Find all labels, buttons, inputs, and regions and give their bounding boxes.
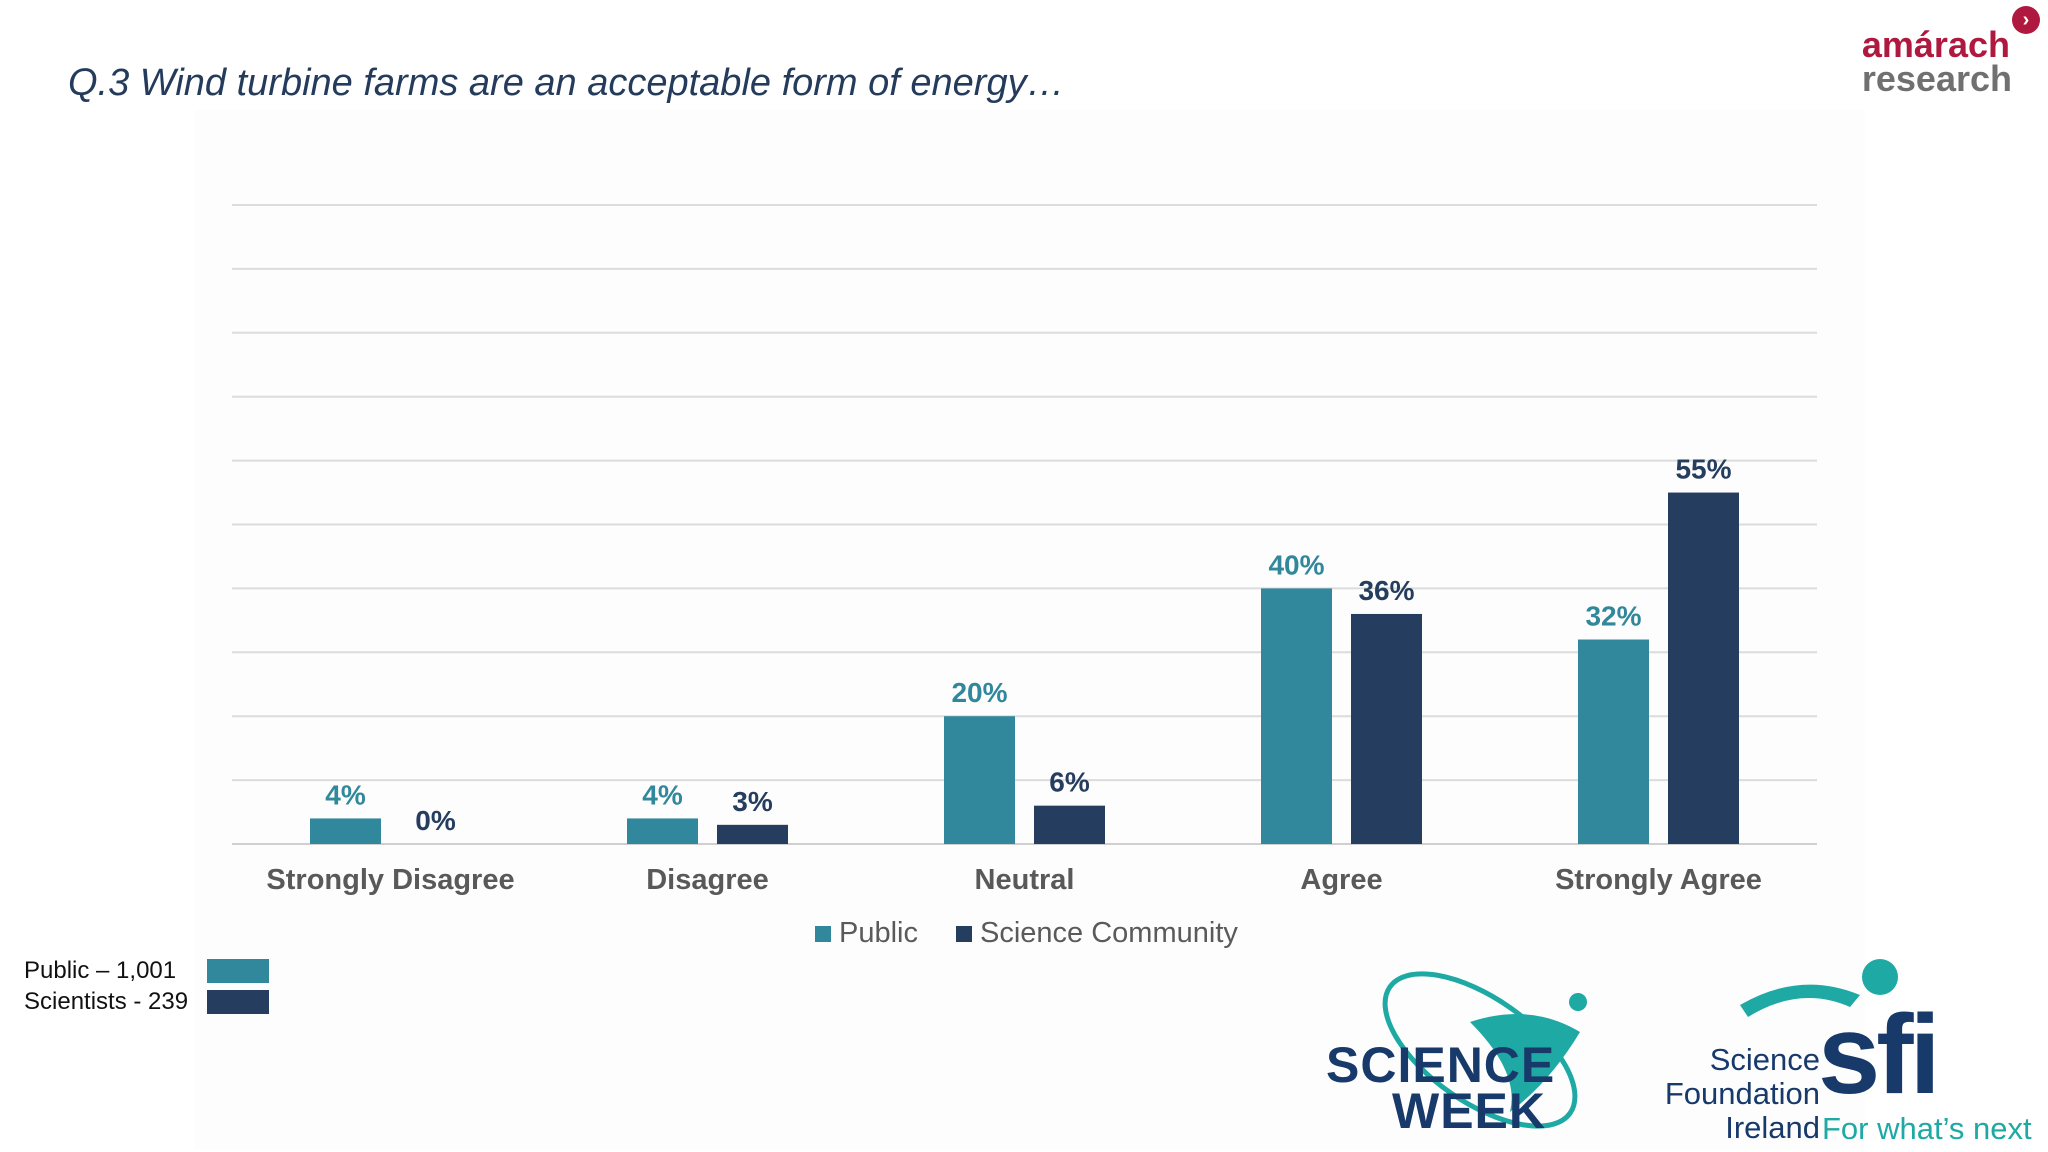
sfi-wordmark: Science Foundation Ireland — [1665, 1043, 1820, 1145]
sample-base-key: Public – 1,001 Scientists - 239 — [24, 955, 269, 1017]
science-week-logo: SCIENCE WEEK — [1326, 1040, 1555, 1139]
category-label: Neutral — [975, 864, 1075, 896]
bar-public — [310, 818, 381, 844]
legend-label-science: Science Community — [980, 917, 1238, 949]
data-label-public: 40% — [1268, 549, 1324, 580]
data-label-science: 55% — [1675, 454, 1731, 485]
amarach-logo-top: amárach — [1861, 24, 2010, 65]
sfi-line2: Foundation — [1664, 1076, 1820, 1111]
chevron-right-icon: › — [2012, 6, 2040, 34]
science-week-line2: WEEK — [1392, 1083, 1546, 1139]
chart-panel: 4% 0% Strongly Disagree 4% 3% Disagree 20% 6% Ne… — [195, 110, 1865, 1150]
legend-item-science: Science Community — [956, 917, 1238, 950]
amarach-logo: amárach research › — [1861, 6, 2040, 99]
chart-legend: Public Science Community — [815, 917, 1238, 950]
sfi-tagline: For what’s next — [1822, 1111, 2032, 1146]
base-label-science: Scientists - 239 — [24, 987, 189, 1015]
sfi-line1: Science — [1709, 1042, 1820, 1077]
bar-science — [717, 824, 788, 844]
sfi-swoosh-icon — [1740, 959, 1898, 1017]
category-label: Strongly Agree — [1555, 864, 1762, 896]
legend-swatch-public — [815, 925, 831, 942]
bar-science — [1351, 613, 1422, 844]
sfi-mark: sfi — [1818, 992, 1941, 1117]
sfi-line3: Ireland — [1725, 1110, 1820, 1145]
base-row-public: Public – 1,001 — [24, 955, 269, 986]
page-title: Q.3 Wind turbine farms are an acceptable… — [68, 62, 1065, 104]
base-swatch-science — [207, 989, 269, 1014]
data-label-public: 4% — [642, 779, 683, 810]
data-label-science: 6% — [1049, 767, 1090, 798]
legend-swatch-science — [956, 925, 972, 942]
bar-science — [1034, 805, 1105, 844]
bar-public — [1261, 588, 1332, 844]
amarach-logo-bottom: research — [1861, 58, 2012, 99]
data-label-public: 4% — [325, 779, 366, 810]
data-label-science: 0% — [415, 805, 456, 836]
category-label: Strongly Disagree — [266, 864, 514, 896]
bar-public — [1578, 639, 1649, 844]
bar-science — [1668, 492, 1739, 844]
legend-label-public: Public — [839, 917, 918, 949]
science-week-line1: SCIENCE — [1326, 1037, 1556, 1093]
data-label-science: 3% — [732, 786, 773, 817]
sfi-logo: Science Foundation Ireland sfi For what’… — [1640, 955, 2048, 1150]
category-label: Disagree — [646, 864, 769, 896]
base-row-science: Scientists - 239 — [24, 986, 269, 1017]
bar-chart: 4% 0% Strongly Disagree 4% 3% Disagree 20% 6% Ne… — [232, 204, 1817, 896]
bar-public — [944, 716, 1015, 844]
base-label-public: Public – 1,001 — [24, 956, 177, 984]
data-label-public: 20% — [951, 677, 1007, 708]
category-label: Agree — [1300, 864, 1382, 896]
data-label-science: 36% — [1358, 575, 1414, 606]
legend-item-public: Public — [815, 917, 918, 950]
bar-public — [627, 818, 698, 844]
data-label-public: 32% — [1585, 601, 1641, 632]
science-week-orbit-icon — [1382, 971, 1587, 1129]
base-swatch-public — [207, 958, 269, 983]
